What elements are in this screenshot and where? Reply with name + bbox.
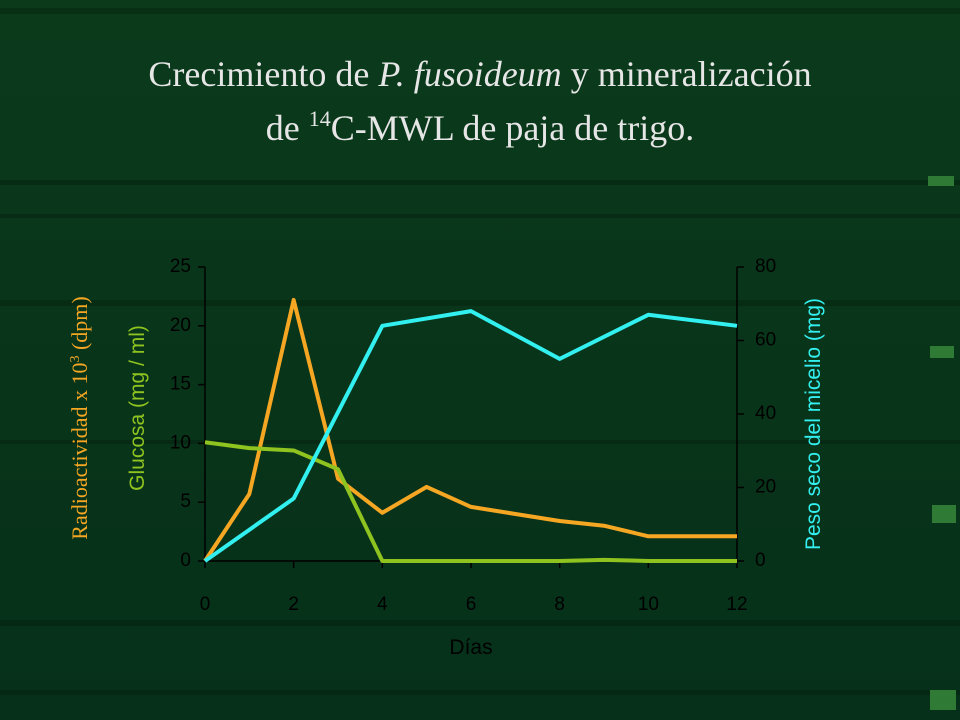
x-tick-label: 0 xyxy=(200,594,211,615)
x-tick-label: 10 xyxy=(638,594,659,615)
title-part: de xyxy=(266,108,309,148)
series-line xyxy=(204,440,737,563)
y2-tick-label: 0 xyxy=(755,550,766,571)
label-part: Radioactividad x 10 xyxy=(67,363,92,540)
series-line xyxy=(203,297,737,563)
x-axis-label: Días xyxy=(449,636,492,659)
chart-title: de 14C-MWL de paja de trigo. xyxy=(266,106,695,148)
title-part: 14 xyxy=(309,106,331,131)
label-part: 3 xyxy=(68,356,83,363)
y-tick-label: 10 xyxy=(170,432,191,453)
y-tick-label: 15 xyxy=(170,374,191,395)
chart-title: Crecimiento de P. fusoideum y mineraliza… xyxy=(148,54,811,94)
y2-axis-label: Peso seco del micelio (mg) xyxy=(802,298,825,550)
x-tick-label: 8 xyxy=(554,594,565,615)
title-part: P. fusoideum xyxy=(377,54,561,94)
y-tick-label: 25 xyxy=(170,256,191,277)
y-tick-label: 20 xyxy=(170,315,191,336)
x-tick-label: 12 xyxy=(726,594,747,615)
title-part: C-MWL de paja de trigo. xyxy=(331,108,695,148)
y-axis-label-2: Glucosa (mg / ml) xyxy=(126,325,149,491)
x-tick-label: 6 xyxy=(466,594,477,615)
y2-tick-label: 20 xyxy=(755,477,776,498)
y-tick-label: 5 xyxy=(180,491,191,512)
x-tick-label: 4 xyxy=(377,594,388,615)
y-tick-label: 0 xyxy=(180,550,191,571)
y2-tick-label: 80 xyxy=(755,256,776,277)
title-part: Crecimiento de xyxy=(148,54,378,94)
background-stripes xyxy=(0,8,960,695)
x-tick-label: 2 xyxy=(288,594,299,615)
edge-decoration xyxy=(928,176,956,710)
y-axis-label: Radioactividad x 103 (dpm) xyxy=(67,296,92,539)
title-part: y mineralización xyxy=(562,54,812,94)
y2-tick-label: 60 xyxy=(755,330,776,351)
y2-tick-label: 40 xyxy=(755,403,776,424)
label-part: (dpm) xyxy=(67,296,92,355)
series-line xyxy=(203,309,738,563)
